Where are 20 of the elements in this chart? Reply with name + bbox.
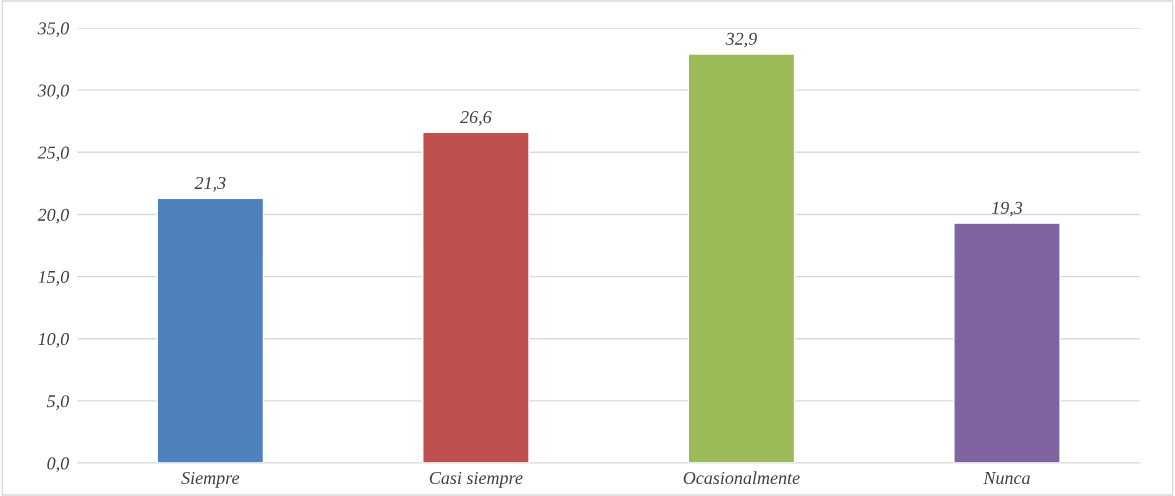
y-tick-label: 5,0 — [46, 395, 69, 410]
data-label: 19,3 — [991, 201, 1023, 217]
data-label: 21,3 — [194, 176, 226, 192]
y-tick-label: 30,0 — [37, 84, 69, 100]
y-tick-label: 25,0 — [37, 146, 69, 162]
bar — [953, 222, 1061, 464]
bar — [156, 197, 265, 464]
y-tick-label: 20,0 — [37, 208, 69, 224]
x-tick-label: Siempre — [181, 471, 240, 488]
x-tick-label: Ocasionalmente — [683, 471, 800, 485]
y-tick-label: 0,0 — [47, 457, 69, 473]
data-label: 32,9 — [725, 32, 757, 48]
x-tick-label: Nunca — [983, 472, 1030, 485]
data-label: 26,6 — [460, 111, 492, 126]
bar — [687, 53, 796, 464]
y-tick-label: 10,0 — [38, 332, 69, 348]
y-tick-label: 15,0 — [38, 270, 69, 286]
bar — [422, 131, 530, 464]
x-tick-label: Casi siempre — [429, 471, 523, 488]
y-tick-label: 35,0 — [37, 22, 69, 38]
